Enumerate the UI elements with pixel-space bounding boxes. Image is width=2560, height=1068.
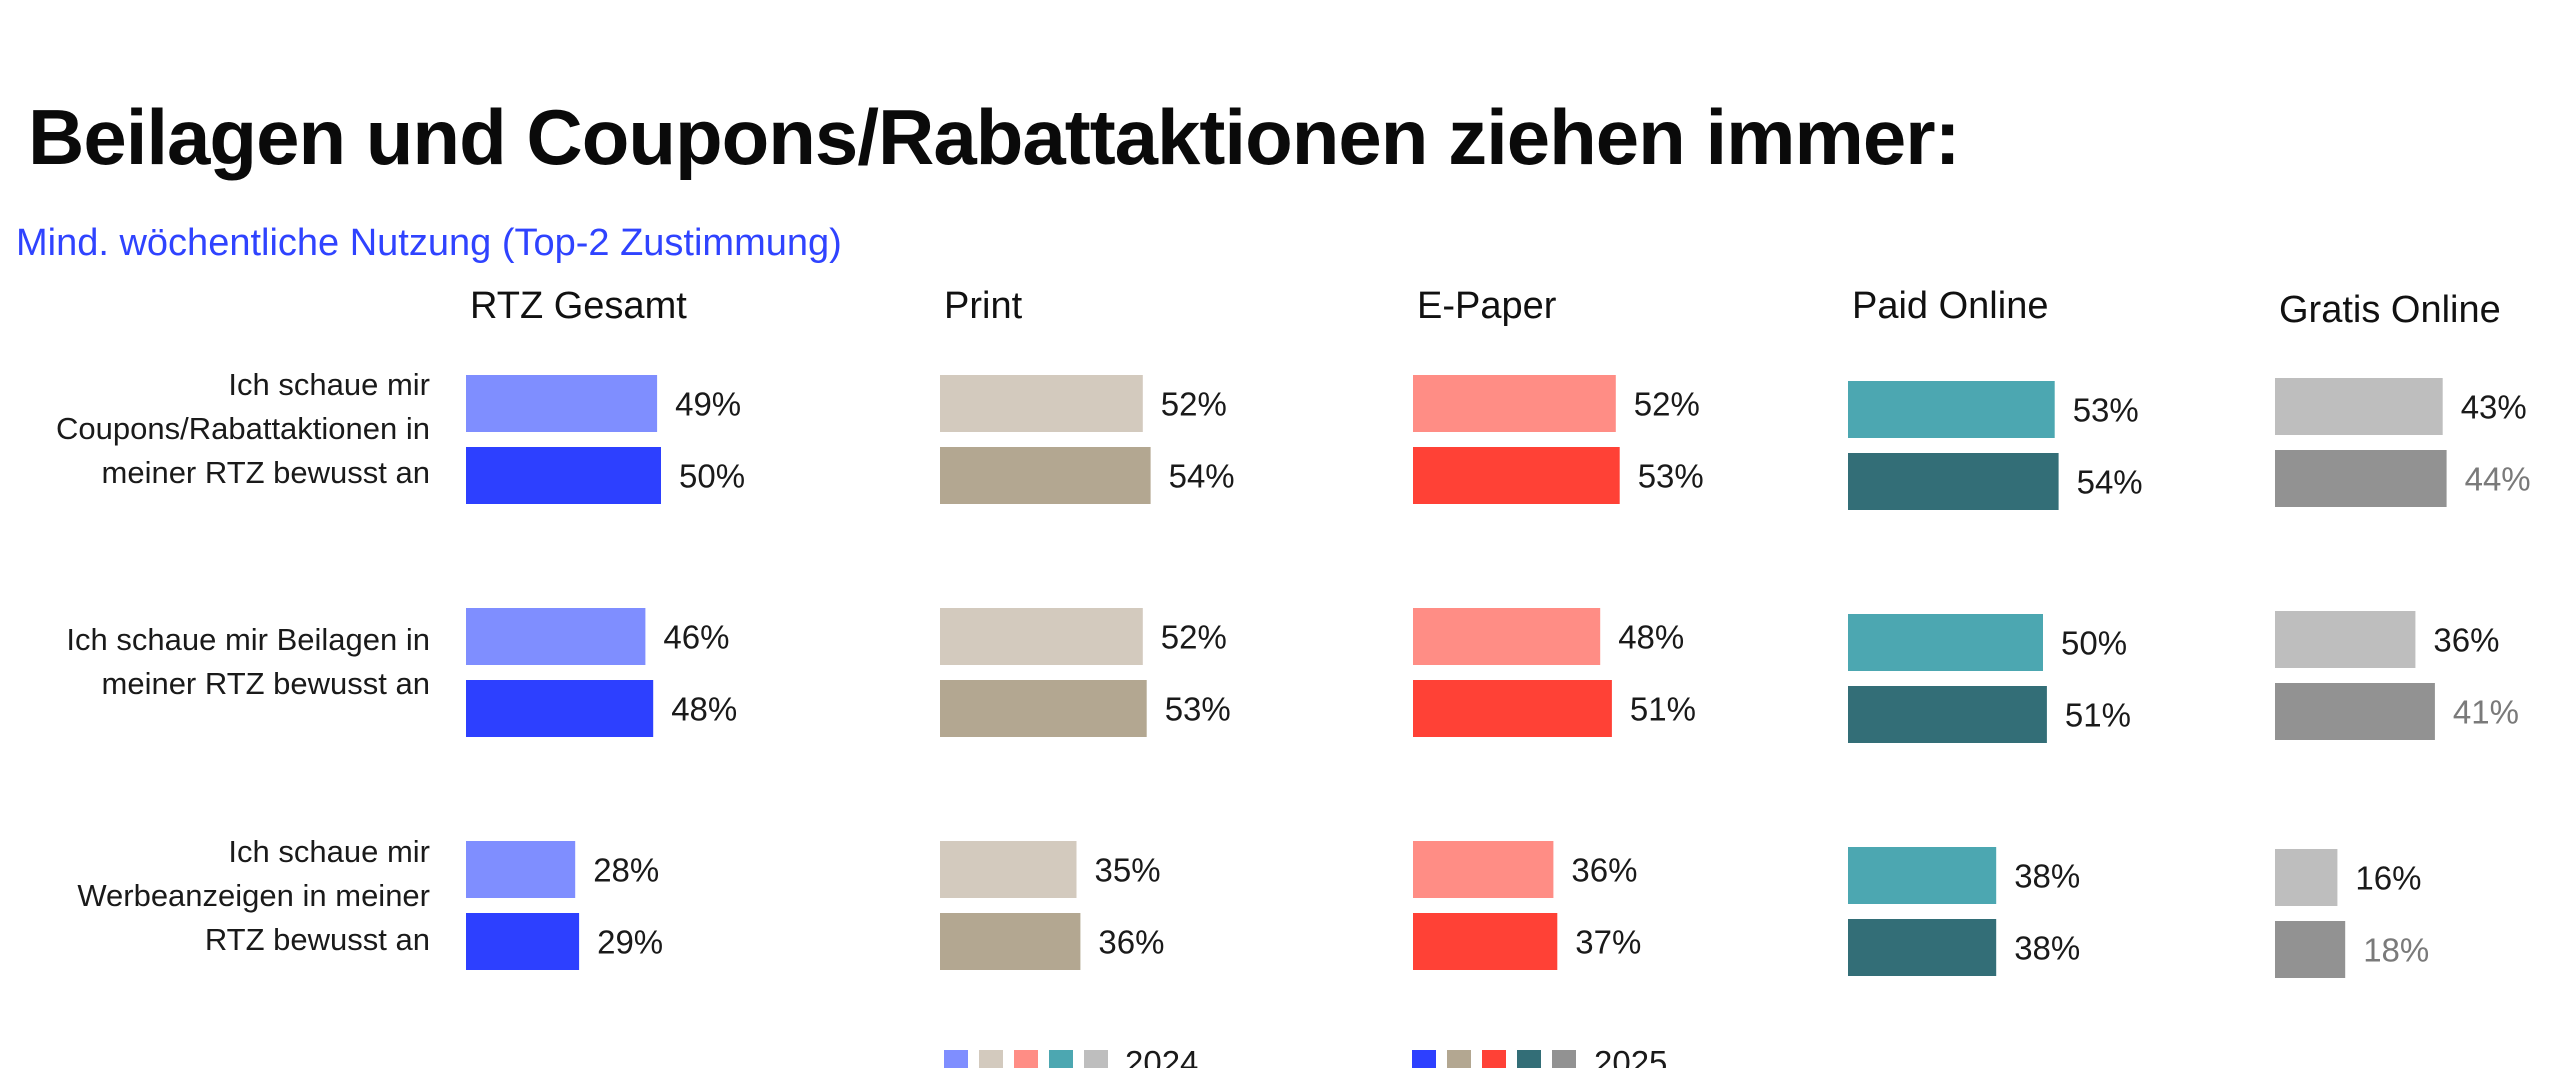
bar-gratis-online-2024-cat1 [2275,378,2443,435]
bar-rtz-gesamt-2025-cat3 [466,913,580,970]
data-label-gratis-online-2024-cat2: 36% [2433,622,2499,659]
data-label-e-paper-2024-cat1: 52% [1634,386,1700,423]
data-label-rtz-gesamt-2025-cat2: 48% [671,691,737,728]
bar-print-2024-cat2 [940,608,1143,665]
category-label-2-line-2: meiner RTZ bewusst an [102,666,431,701]
data-label-e-paper-2024-cat3: 36% [1571,852,1637,889]
data-label-rtz-gesamt-2024-cat1: 49% [675,386,741,423]
category-label-2-line-1: Ich schaue mir Beilagen in [66,622,430,657]
panel-header-e-paper: E-Paper [1417,285,1557,327]
panel-header-rtz-gesamt: RTZ Gesamt [470,285,687,327]
bar-gratis-online-2025-cat3 [2275,921,2346,978]
data-label-gratis-online-2025-cat2: 41% [2453,694,2519,731]
data-label-e-paper-2025-cat2: 51% [1630,691,1696,728]
bar-paid-online-2024-cat1 [1848,381,2055,438]
legend-swatch-2025-e-paper [1482,1050,1506,1068]
bar-print-2025-cat1 [940,447,1151,504]
legend-label-2024: 2024 [1125,1044,1198,1068]
data-label-rtz-gesamt-2025-cat1: 50% [679,458,745,495]
bar-paid-online-2025-cat2 [1848,686,2047,743]
data-label-print-2024-cat1: 52% [1161,386,1227,423]
data-label-print-2025-cat2: 53% [1165,691,1231,728]
bar-e-paper-2024-cat3 [1413,841,1554,898]
bar-rtz-gesamt-2024-cat3 [466,841,576,898]
bar-e-paper-2025-cat1 [1413,447,1620,504]
category-label-1-line-1: Ich schaue mir [228,367,430,402]
data-label-print-2024-cat2: 52% [1161,619,1227,656]
bar-e-paper-2024-cat2 [1413,608,1601,665]
bar-paid-online-2025-cat3 [1848,919,1997,976]
bar-gratis-online-2024-cat2 [2275,611,2416,668]
bar-print-2025-cat2 [940,680,1147,737]
bar-gratis-online-2025-cat2 [2275,683,2435,740]
data-label-paid-online-2025-cat1: 54% [2077,464,2143,501]
panel-header-print: Print [944,285,1023,327]
chart-subtitle: Mind. wöchentliche Nutzung (Top-2 Zustim… [16,222,842,264]
chart-title: Beilagen und Coupons/Rabattaktionen zieh… [28,93,1961,181]
data-label-paid-online-2024-cat3: 38% [2014,858,2080,895]
category-label-3-line-1: Ich schaue mir [228,834,430,869]
data-label-rtz-gesamt-2024-cat3: 28% [593,852,659,889]
bar-print-2025-cat3 [940,913,1081,970]
legend-swatch-2024-e-paper [1014,1050,1038,1068]
bar-gratis-online-2025-cat1 [2275,450,2447,507]
legend-swatch-2024-print [979,1050,1003,1068]
data-label-print-2025-cat1: 54% [1169,458,1235,495]
legend-swatch-2025-print [1447,1050,1471,1068]
data-label-paid-online-2025-cat2: 51% [2065,697,2131,734]
bar-e-paper-2025-cat3 [1413,913,1558,970]
legend-swatch-2025-rtz-gesamt [1412,1050,1436,1068]
bar-print-2024-cat3 [940,841,1077,898]
data-label-rtz-gesamt-2025-cat3: 29% [597,924,663,961]
category-label-3-line-3: RTZ bewusst an [205,922,430,957]
legend-swatch-2024-gratis-online [1084,1050,1108,1068]
legend-swatch-2025-paid-online [1517,1050,1541,1068]
bar-paid-online-2024-cat3 [1848,847,1997,904]
bar-paid-online-2025-cat1 [1848,453,2059,510]
bar-rtz-gesamt-2025-cat2 [466,680,654,737]
data-label-gratis-online-2025-cat1: 44% [2465,461,2531,498]
panel-header-gratis-online: Gratis Online [2279,289,2501,331]
data-label-gratis-online-2024-cat1: 43% [2461,389,2527,426]
data-label-e-paper-2024-cat2: 48% [1618,619,1684,656]
data-label-print-2025-cat3: 36% [1098,924,1164,961]
data-label-paid-online-2024-cat1: 53% [2073,392,2139,429]
bar-rtz-gesamt-2024-cat1 [466,375,658,432]
bar-rtz-gesamt-2024-cat2 [466,608,646,665]
category-label-1-line-3: meiner RTZ bewusst an [102,455,431,490]
category-label-1-line-2: Coupons/Rabattaktionen in [56,411,430,446]
category-label-3-line-2: Werbeanzeigen in meiner [77,878,430,913]
legend-swatch-2024-paid-online [1049,1050,1073,1068]
bar-paid-online-2024-cat2 [1848,614,2043,671]
bar-e-paper-2024-cat1 [1413,375,1616,432]
legend-label-2025: 2025 [1594,1044,1667,1068]
data-label-gratis-online-2025-cat3: 18% [2363,932,2429,969]
legend-swatch-2025-gratis-online [1552,1050,1576,1068]
data-label-paid-online-2024-cat2: 50% [2061,625,2127,662]
data-label-e-paper-2025-cat1: 53% [1638,458,1704,495]
data-label-print-2024-cat3: 35% [1095,852,1161,889]
data-label-paid-online-2025-cat3: 38% [2014,930,2080,967]
data-label-e-paper-2025-cat3: 37% [1575,924,1641,961]
legend-swatch-2024-rtz-gesamt [944,1050,968,1068]
data-label-gratis-online-2024-cat3: 16% [2355,860,2421,897]
bar-e-paper-2025-cat2 [1413,680,1612,737]
data-label-rtz-gesamt-2024-cat2: 46% [663,619,729,656]
bar-rtz-gesamt-2025-cat1 [466,447,661,504]
panel-header-paid-online: Paid Online [1852,285,2048,327]
bar-print-2024-cat1 [940,375,1143,432]
bar-gratis-online-2024-cat3 [2275,849,2338,906]
